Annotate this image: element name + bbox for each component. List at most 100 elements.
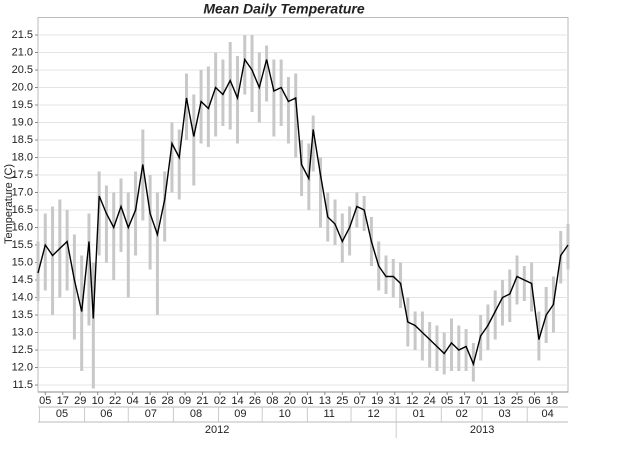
y-axis-label: Temperature (C)	[3, 164, 15, 244]
y-tick-label: 19.5	[12, 99, 33, 111]
y-tick-label: 12.5	[12, 344, 33, 356]
month-label: 06	[100, 408, 112, 420]
range-bar	[435, 325, 439, 371]
y-tick-label: 13.0	[12, 326, 33, 338]
y-tick-label: 16.5	[12, 204, 33, 216]
range-bar	[300, 140, 304, 196]
range-bar	[340, 213, 344, 263]
range-bar	[126, 192, 130, 298]
range-bar	[457, 325, 461, 371]
y-tick-label: 15.5	[12, 239, 33, 251]
range-bar	[192, 94, 196, 186]
month-label: 01	[413, 408, 425, 420]
x-tick-label: 17	[458, 395, 470, 407]
x-tick-label: 13	[319, 395, 331, 407]
x-tick-label: 19	[371, 395, 383, 407]
y-tick-label: 13.5	[12, 309, 33, 321]
month-label: 04	[541, 408, 553, 420]
x-tick-label: 20	[284, 395, 296, 407]
x-tick-label: 06	[528, 395, 540, 407]
range-bar	[362, 196, 366, 231]
range-bar	[112, 192, 116, 280]
range-bar	[348, 206, 352, 256]
range-bar	[428, 322, 432, 368]
range-bar	[43, 213, 47, 291]
range-bar	[65, 210, 69, 291]
x-tick-label: 14	[231, 395, 243, 407]
x-tick-label: 01	[301, 395, 313, 407]
y-tick-label: 14.0	[12, 291, 33, 303]
range-bar	[155, 192, 159, 315]
x-tick-label: 28	[161, 395, 173, 407]
x-tick-label: 21	[196, 395, 208, 407]
x-tick-label: 29	[74, 395, 86, 407]
x-tick-label: 01	[476, 395, 488, 407]
y-tick-label: 11.5	[12, 379, 33, 391]
range-bar	[279, 59, 283, 126]
y-tick-label: 20.5	[12, 64, 33, 76]
range-bar	[250, 35, 254, 112]
range-bar	[318, 157, 322, 228]
range-bar	[450, 318, 454, 371]
range-bar	[148, 175, 152, 270]
month-label: 10	[279, 408, 291, 420]
range-bar	[515, 255, 519, 305]
range-bar	[51, 206, 55, 315]
chart-title: Mean Daily Temperature	[203, 1, 365, 17]
mean-line	[37, 57, 569, 367]
range-bar	[199, 70, 203, 144]
x-tick-label: 25	[336, 395, 348, 407]
range-bar	[228, 42, 232, 130]
range-bar	[384, 255, 388, 294]
range-bar	[221, 59, 225, 126]
x-tick-label: 10	[92, 395, 104, 407]
range-bar	[104, 185, 108, 263]
x-tick-label: 25	[511, 395, 523, 407]
x-tick-label: 08	[266, 395, 278, 407]
x-tick-label: 05	[441, 395, 453, 407]
x-tick-label: 07	[354, 395, 366, 407]
x-tick-label: 04	[127, 395, 139, 407]
range-bar	[170, 122, 174, 193]
range-bar	[486, 304, 490, 350]
x-tick-label: 18	[546, 395, 558, 407]
y-tick-label: 15.0	[12, 256, 33, 268]
x-tick-label: 05	[39, 395, 51, 407]
range-bar	[163, 171, 167, 242]
range-bar	[243, 35, 247, 95]
x-tick-label: 17	[57, 395, 69, 407]
month-label: 08	[190, 408, 202, 420]
range-bar	[413, 311, 417, 350]
x-tick-label: 31	[389, 395, 401, 407]
range-bar	[214, 52, 218, 137]
y-tick-label: 17.0	[12, 186, 33, 198]
y-tick-label: 12.0	[12, 361, 33, 373]
y-tick-label: 14.5	[12, 274, 33, 286]
range-bar	[522, 266, 526, 301]
y-tick-label: 19.0	[12, 116, 33, 128]
x-tick-label: 26	[249, 395, 261, 407]
range-bar	[185, 73, 189, 140]
y-tick-label: 18.0	[12, 151, 33, 163]
range-bar	[80, 255, 84, 371]
range-bar	[97, 171, 101, 256]
range-bar	[265, 45, 269, 102]
range-bar	[91, 262, 95, 389]
range-bar	[87, 213, 91, 326]
range-bar	[134, 171, 138, 256]
x-tick-label: 02	[214, 395, 226, 407]
range-bar	[464, 329, 468, 371]
x-tick-label: 24	[424, 395, 436, 407]
year-label: 2012	[205, 424, 229, 436]
y-tick-label: 21.0	[12, 46, 33, 58]
range-bar	[72, 234, 76, 340]
range-bar	[566, 224, 570, 270]
range-bar	[500, 280, 504, 326]
x-tick-label: 13	[493, 395, 505, 407]
month-label: 02	[456, 408, 468, 420]
range-bar	[333, 199, 337, 245]
month-label: 09	[234, 408, 246, 420]
range-bar	[119, 178, 123, 252]
x-tick-label: 22	[109, 395, 121, 407]
